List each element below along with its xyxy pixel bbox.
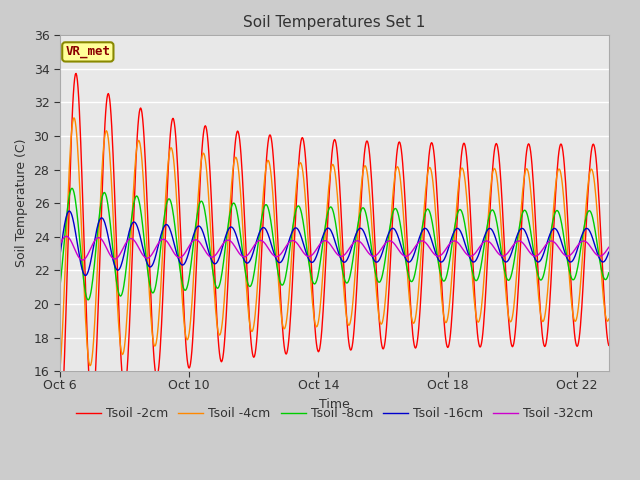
Line: Tsoil -16cm: Tsoil -16cm — [60, 211, 609, 276]
Tsoil -32cm — [477, 242, 484, 248]
Tsoil -16cm — [168, 234, 176, 240]
Tsoil -2cm — [605, 343, 612, 348]
Y-axis label: Soil Temperature (C): Soil Temperature (C) — [15, 139, 28, 267]
Tsoil -2cm — [168, 120, 175, 125]
Tsoil -32cm — [168, 247, 176, 253]
Tsoil -16cm — [131, 220, 139, 226]
Tsoil -2cm — [476, 344, 484, 350]
Line: Tsoil -4cm: Tsoil -4cm — [60, 118, 609, 371]
Tsoil -16cm — [65, 208, 73, 214]
Tsoil -4cm — [476, 314, 484, 320]
Tsoil -4cm — [341, 298, 349, 303]
Tsoil -8cm — [68, 185, 76, 191]
Tsoil -32cm — [131, 239, 139, 245]
Tsoil -4cm — [119, 351, 127, 357]
Legend: Tsoil -2cm, Tsoil -4cm, Tsoil -8cm, Tsoil -16cm, Tsoil -32cm: Tsoil -2cm, Tsoil -4cm, Tsoil -8cm, Tsoi… — [71, 402, 598, 425]
Tsoil -2cm — [387, 242, 395, 248]
Tsoil -32cm — [79, 257, 86, 263]
Tsoil -8cm — [120, 283, 127, 288]
Tsoil -4cm — [387, 214, 395, 219]
Tsoil -8cm — [388, 214, 396, 219]
Tsoil -16cm — [82, 273, 90, 278]
Tsoil -16cm — [342, 259, 349, 264]
Tsoil -32cm — [120, 244, 127, 250]
Line: Tsoil -2cm: Tsoil -2cm — [60, 73, 609, 430]
Tsoil -16cm — [56, 253, 64, 259]
Tsoil -32cm — [388, 239, 396, 244]
Tsoil -8cm — [168, 205, 176, 211]
Line: Tsoil -8cm: Tsoil -8cm — [60, 188, 609, 300]
Tsoil -16cm — [120, 252, 127, 258]
Tsoil -8cm — [56, 285, 64, 290]
Tsoil -8cm — [342, 279, 349, 285]
Tsoil -4cm — [605, 316, 612, 322]
Tsoil -4cm — [131, 169, 138, 175]
Text: VR_met: VR_met — [65, 46, 110, 59]
Tsoil -2cm — [56, 427, 64, 433]
Tsoil -16cm — [477, 245, 484, 251]
Tsoil -2cm — [131, 189, 138, 195]
Tsoil -32cm — [63, 233, 70, 239]
Tsoil -16cm — [605, 249, 612, 255]
Tsoil -8cm — [605, 270, 612, 276]
Tsoil -32cm — [605, 244, 612, 250]
Tsoil -8cm — [84, 297, 92, 303]
Tsoil -2cm — [119, 382, 127, 387]
Tsoil -4cm — [56, 368, 64, 373]
Title: Soil Temperatures Set 1: Soil Temperatures Set 1 — [243, 15, 426, 30]
Tsoil -8cm — [131, 195, 139, 201]
Line: Tsoil -32cm: Tsoil -32cm — [60, 236, 609, 260]
Tsoil -32cm — [342, 251, 349, 257]
Tsoil -4cm — [168, 145, 175, 151]
X-axis label: Time: Time — [319, 398, 350, 411]
Tsoil -32cm — [56, 242, 64, 248]
Tsoil -8cm — [477, 264, 484, 270]
Tsoil -16cm — [388, 226, 396, 231]
Tsoil -2cm — [72, 71, 80, 76]
Tsoil -2cm — [341, 283, 349, 288]
Tsoil -4cm — [70, 115, 78, 120]
